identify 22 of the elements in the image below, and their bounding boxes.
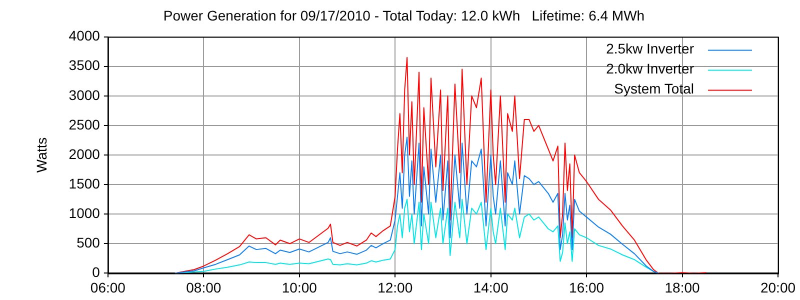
y-tick-label: 0: [92, 264, 100, 280]
y-tick-label: 2500: [68, 116, 100, 132]
y-tick-label: 1500: [68, 175, 100, 192]
legend-label: System Total: [614, 80, 694, 97]
y-tick-label: 2000: [68, 146, 100, 162]
x-tick-label: 14:00: [473, 279, 509, 296]
legend-label: 2.5kw Inverter: [606, 40, 694, 57]
legend-label: 2.0kw Inverter: [606, 60, 694, 77]
y-tick-label: 3000: [68, 86, 100, 103]
x-tick-label: 12:00: [378, 279, 413, 296]
x-tick-label: 08:00: [186, 279, 222, 296]
x-tick-label: 10:00: [282, 279, 318, 296]
y-tick-label: 4000: [68, 28, 100, 44]
x-tick-label: 06:00: [90, 279, 126, 296]
x-tick-label: 20:00: [760, 279, 796, 296]
y-tick-label: 500: [76, 234, 100, 251]
x-tick-label: 16:00: [569, 279, 604, 296]
y-tick-label: 1000: [68, 204, 100, 221]
chart-title: Power Generation for 09/17/2010 - Total Today: 12.0 kWh Lifetime: 6.4 MWh: [163, 7, 645, 24]
y-tick-label: 3500: [68, 57, 100, 74]
x-tick-label: 18:00: [664, 279, 700, 296]
y-axis-title: Watts: [33, 137, 50, 173]
